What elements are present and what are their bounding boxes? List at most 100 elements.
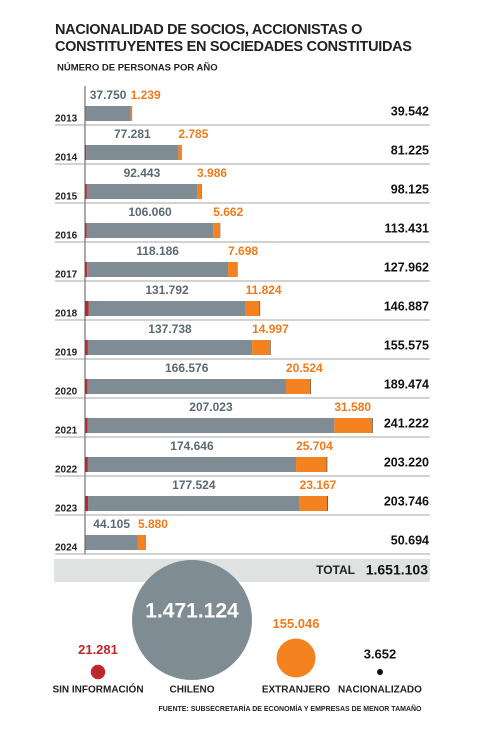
bar-segment	[85, 262, 88, 277]
row-total: 203.220	[384, 455, 429, 469]
bar-segment	[85, 184, 87, 199]
legend-name: EXTRANJERO	[262, 685, 331, 696]
total-label: TOTAL	[316, 563, 355, 577]
source: FUENTE: SUBSECRETARÍA DE ECONOMÍA Y EMPR…	[158, 704, 422, 713]
extranjero-label: 1.239	[131, 88, 161, 102]
extranjero-label: 23.167	[300, 478, 337, 492]
bar-segment	[85, 418, 88, 433]
chileno-label: 137.738	[148, 322, 192, 336]
bar-segment	[85, 340, 88, 355]
bar-segment	[252, 340, 270, 355]
bar-segment	[87, 418, 335, 433]
year-label: 2013	[55, 114, 78, 125]
bar-segment	[85, 106, 131, 121]
bubble	[132, 560, 252, 680]
bubble-value: 1.471.124	[145, 600, 239, 623]
bar-segment	[87, 262, 229, 277]
bar-segment	[285, 379, 311, 394]
bar-segment	[85, 223, 87, 238]
row-total: 50.694	[391, 533, 429, 547]
bubble-value: 21.281	[78, 642, 118, 657]
extranjero-label: 14.997	[252, 322, 289, 336]
year-label: 2015	[55, 192, 78, 203]
bar-segment	[88, 496, 300, 511]
extranjero-label: 3.986	[197, 166, 227, 180]
extranjero-label: 7.698	[228, 244, 258, 258]
bar-segment	[86, 184, 198, 199]
bar-segment	[87, 457, 297, 472]
bar-segment	[213, 223, 220, 238]
extranjero-label: 20.524	[286, 361, 323, 375]
row-total: 39.542	[391, 104, 429, 118]
row-total: 203.746	[384, 494, 429, 508]
row-total: 113.431	[385, 221, 430, 235]
bar-segment	[87, 340, 253, 355]
extranjero-label: 25.704	[296, 439, 333, 453]
year-label: 2018	[55, 309, 78, 320]
chileno-label: 92.443	[124, 166, 161, 180]
legend-name: NACIONALIZADO	[338, 685, 422, 696]
year-label: 2019	[55, 348, 78, 359]
row-total: 146.887	[384, 299, 429, 313]
year-label: 2024	[55, 543, 78, 554]
subtitle: NÚMERO DE PERSONAS POR AÑO	[57, 62, 218, 74]
chileno-label: 166.576	[165, 361, 209, 375]
grand-total: 1.651.103	[366, 562, 428, 578]
bubble	[377, 669, 383, 675]
row-total: 189.474	[384, 377, 429, 391]
bar-segment	[137, 535, 145, 550]
row-total: 241.222	[384, 416, 429, 430]
year-label: 2014	[55, 153, 78, 164]
row-total: 127.962	[384, 260, 429, 274]
bar-segment	[86, 145, 179, 160]
bar-segment	[334, 418, 373, 433]
bar-segment	[88, 301, 246, 316]
extranjero-label: 11.824	[246, 283, 282, 297]
extranjero-label: 31.580	[334, 400, 371, 414]
chileno-label: 106.060	[128, 205, 172, 219]
row-total: 155.575	[384, 338, 429, 352]
bar-segment	[130, 106, 133, 121]
bar-segment	[197, 184, 202, 199]
extranjero-label: 5.880	[138, 517, 168, 531]
extranjero-label: 2.785	[178, 127, 208, 141]
extranjero-label: 5.662	[213, 205, 243, 219]
chileno-label: 37.750	[90, 88, 127, 102]
year-label: 2017	[55, 270, 78, 281]
bar-segment	[85, 145, 87, 160]
bubble	[90, 664, 106, 680]
chart-title: NACIONALIDAD DE SOCIOS, ACCIONISTAS O CO…	[55, 22, 412, 55]
row-total: 98.125	[391, 182, 429, 196]
year-label: 2022	[55, 465, 78, 476]
chileno-label: 77.281	[114, 127, 151, 141]
bar-segment	[228, 262, 238, 277]
bar-segment	[87, 379, 286, 394]
bar-segment	[85, 301, 89, 316]
bar-segment	[372, 418, 373, 433]
year-label: 2021	[55, 426, 78, 437]
year-label: 2020	[55, 387, 78, 398]
total-band	[54, 559, 430, 582]
year-label: 2023	[55, 504, 78, 515]
bar-segment	[85, 379, 88, 394]
bubble-value: 155.046	[273, 616, 320, 631]
legend-name: CHILENO	[170, 685, 215, 696]
bubble-value: 3.652	[364, 646, 397, 661]
bar-segment	[245, 301, 260, 316]
chileno-label: 177.524	[172, 478, 216, 492]
chileno-label: 207.023	[189, 400, 233, 414]
bar-segment	[85, 496, 89, 511]
bar-segment	[326, 457, 328, 472]
bubble	[276, 638, 316, 678]
chileno-label: 174.646	[170, 439, 214, 453]
bar-segment	[85, 106, 86, 121]
bar-segment	[178, 145, 182, 160]
chileno-label: 131.792	[145, 283, 189, 297]
chileno-label: 44.105	[93, 517, 130, 531]
legend-name: SIN INFORMACIÓN	[52, 683, 143, 696]
year-label: 2016	[55, 231, 78, 242]
chileno-label: 118.186	[136, 244, 179, 258]
bar-segment	[296, 457, 327, 472]
